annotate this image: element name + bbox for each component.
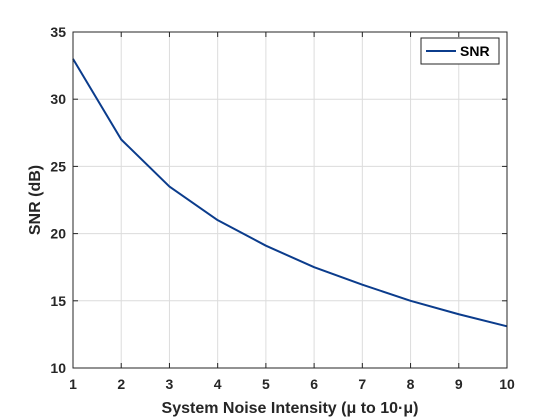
x-tick-label: 2 bbox=[117, 376, 125, 392]
y-tick-labels: 10 15 20 25 30 35 bbox=[50, 24, 66, 376]
series-line-snr bbox=[72, 58, 508, 328]
y-axis-title: SNR (dB) bbox=[27, 165, 44, 235]
y-tick-label: 30 bbox=[50, 91, 66, 107]
y-tick-label: 25 bbox=[50, 158, 66, 174]
legend-label-snr: SNR bbox=[460, 43, 490, 59]
legend: SNR bbox=[420, 37, 500, 65]
x-tick-label: 4 bbox=[214, 376, 222, 392]
x-tick-label: 3 bbox=[166, 376, 174, 392]
y-tick-label: 35 bbox=[50, 24, 66, 40]
x-tick-label: 10 bbox=[499, 376, 515, 392]
x-tick-label: 6 bbox=[310, 376, 318, 392]
x-tick-label: 7 bbox=[358, 376, 366, 392]
x-axis-title: System Noise Intensity (μ to 10·μ) bbox=[162, 400, 419, 417]
y-tick-label: 15 bbox=[50, 293, 66, 309]
x-tick-labels: 1 2 3 4 5 6 7 8 9 10 bbox=[69, 376, 515, 392]
y-tick-label: 20 bbox=[50, 226, 66, 242]
plot-frame bbox=[72, 31, 508, 369]
x-tick-label: 5 bbox=[262, 376, 270, 392]
x-tick-label: 9 bbox=[455, 376, 463, 392]
x-tick-label: 8 bbox=[407, 376, 415, 392]
y-tick-label: 10 bbox=[50, 360, 66, 376]
tick-marks bbox=[72, 31, 508, 369]
series-layer bbox=[72, 58, 508, 328]
plot-background bbox=[73, 32, 507, 368]
x-tick-label: 1 bbox=[69, 376, 77, 392]
